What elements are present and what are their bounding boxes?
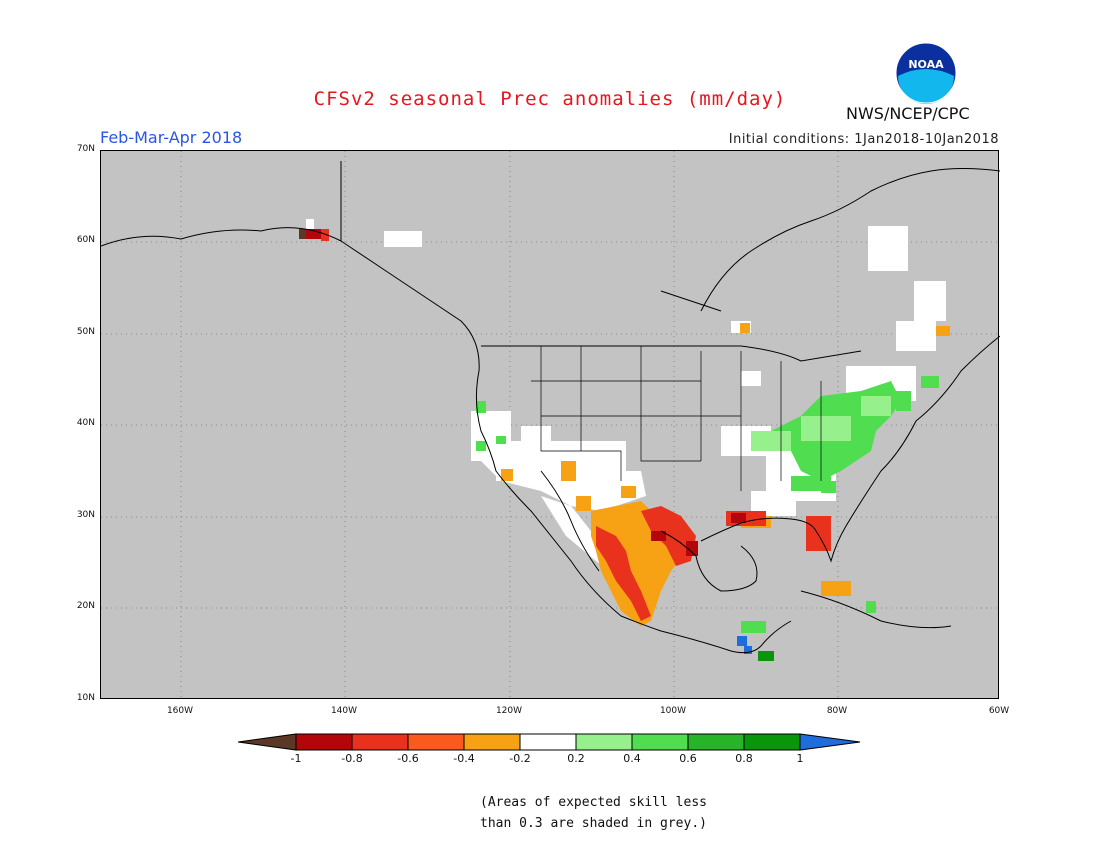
colorbar-tick: -0.2: [509, 752, 531, 765]
logo-text: NOAA: [908, 58, 944, 71]
lon-label: 160W: [166, 706, 194, 716]
lat-label: 60N: [76, 235, 95, 245]
lat-label: 50N: [76, 327, 95, 337]
colorbar-tick: 1: [796, 752, 804, 765]
colorbar-tick: -0.8: [341, 752, 363, 765]
extreme-wet-regions: [737, 636, 752, 654]
state-borders: [531, 346, 822, 491]
colorbar-bin: [575, 733, 633, 751]
colorbar-tick: -0.4: [453, 752, 475, 765]
colorbar-tick: 0.2: [567, 752, 585, 765]
coastlines: [100, 161, 1001, 654]
colorbar-tick: 0.8: [735, 752, 753, 765]
footnote-line: (Areas of expected skill less: [480, 795, 707, 810]
map-title: CFSv2 seasonal Prec anomalies (mm/day): [313, 88, 787, 110]
extreme-dry-regions: [306, 229, 746, 556]
colorbar-tick: -1: [290, 752, 302, 765]
colorbar-bin: [519, 733, 577, 751]
noaa-logo: NOAA: [895, 42, 957, 104]
lon-label: 80W: [826, 706, 848, 716]
colorbar-bin: [295, 733, 353, 751]
lon-label: 60W: [988, 706, 1010, 716]
very-wet-regions: [758, 651, 774, 661]
driest-regions: [299, 229, 306, 239]
colorbar-arrow-left: [238, 733, 297, 751]
forecast-period: Feb-Mar-Apr 2018: [100, 128, 243, 147]
colorbar-bin: [463, 733, 521, 751]
lon-label: 140W: [330, 706, 358, 716]
colorbar-tick: -0.6: [397, 752, 419, 765]
colorbar: [238, 733, 861, 751]
colorbar-bin: [407, 733, 465, 751]
lat-label: 30N: [76, 510, 95, 520]
footnote-line: than 0.3 are shaded in grey.): [480, 816, 707, 831]
lat-label: 70N: [76, 144, 95, 154]
lat-label: 20N: [76, 601, 95, 611]
map-frame: [100, 150, 1001, 700]
very-dry-regions: [321, 229, 831, 621]
lat-label: 40N: [76, 418, 95, 428]
colorbar-bin: [687, 733, 745, 751]
map-canvas: [100, 151, 1001, 700]
colorbar-bin: [743, 733, 801, 751]
lat-label: 10N: [76, 693, 95, 703]
lon-label: 100W: [659, 706, 687, 716]
colorbar-arrow-right: [799, 733, 861, 751]
agency-label: NWS/NCEP/CPC: [846, 104, 970, 123]
initial-conditions: Initial conditions: 1Jan2018-10Jan2018: [728, 132, 999, 147]
colorbar-bin: [631, 733, 689, 751]
skill-footnote: (Areas of expected skill less than 0.3 a…: [480, 792, 707, 834]
colorbar-bin: [351, 733, 409, 751]
lon-label: 120W: [495, 706, 523, 716]
colorbar-tick: 0.6: [679, 752, 697, 765]
colorbar-tick: 0.4: [623, 752, 641, 765]
